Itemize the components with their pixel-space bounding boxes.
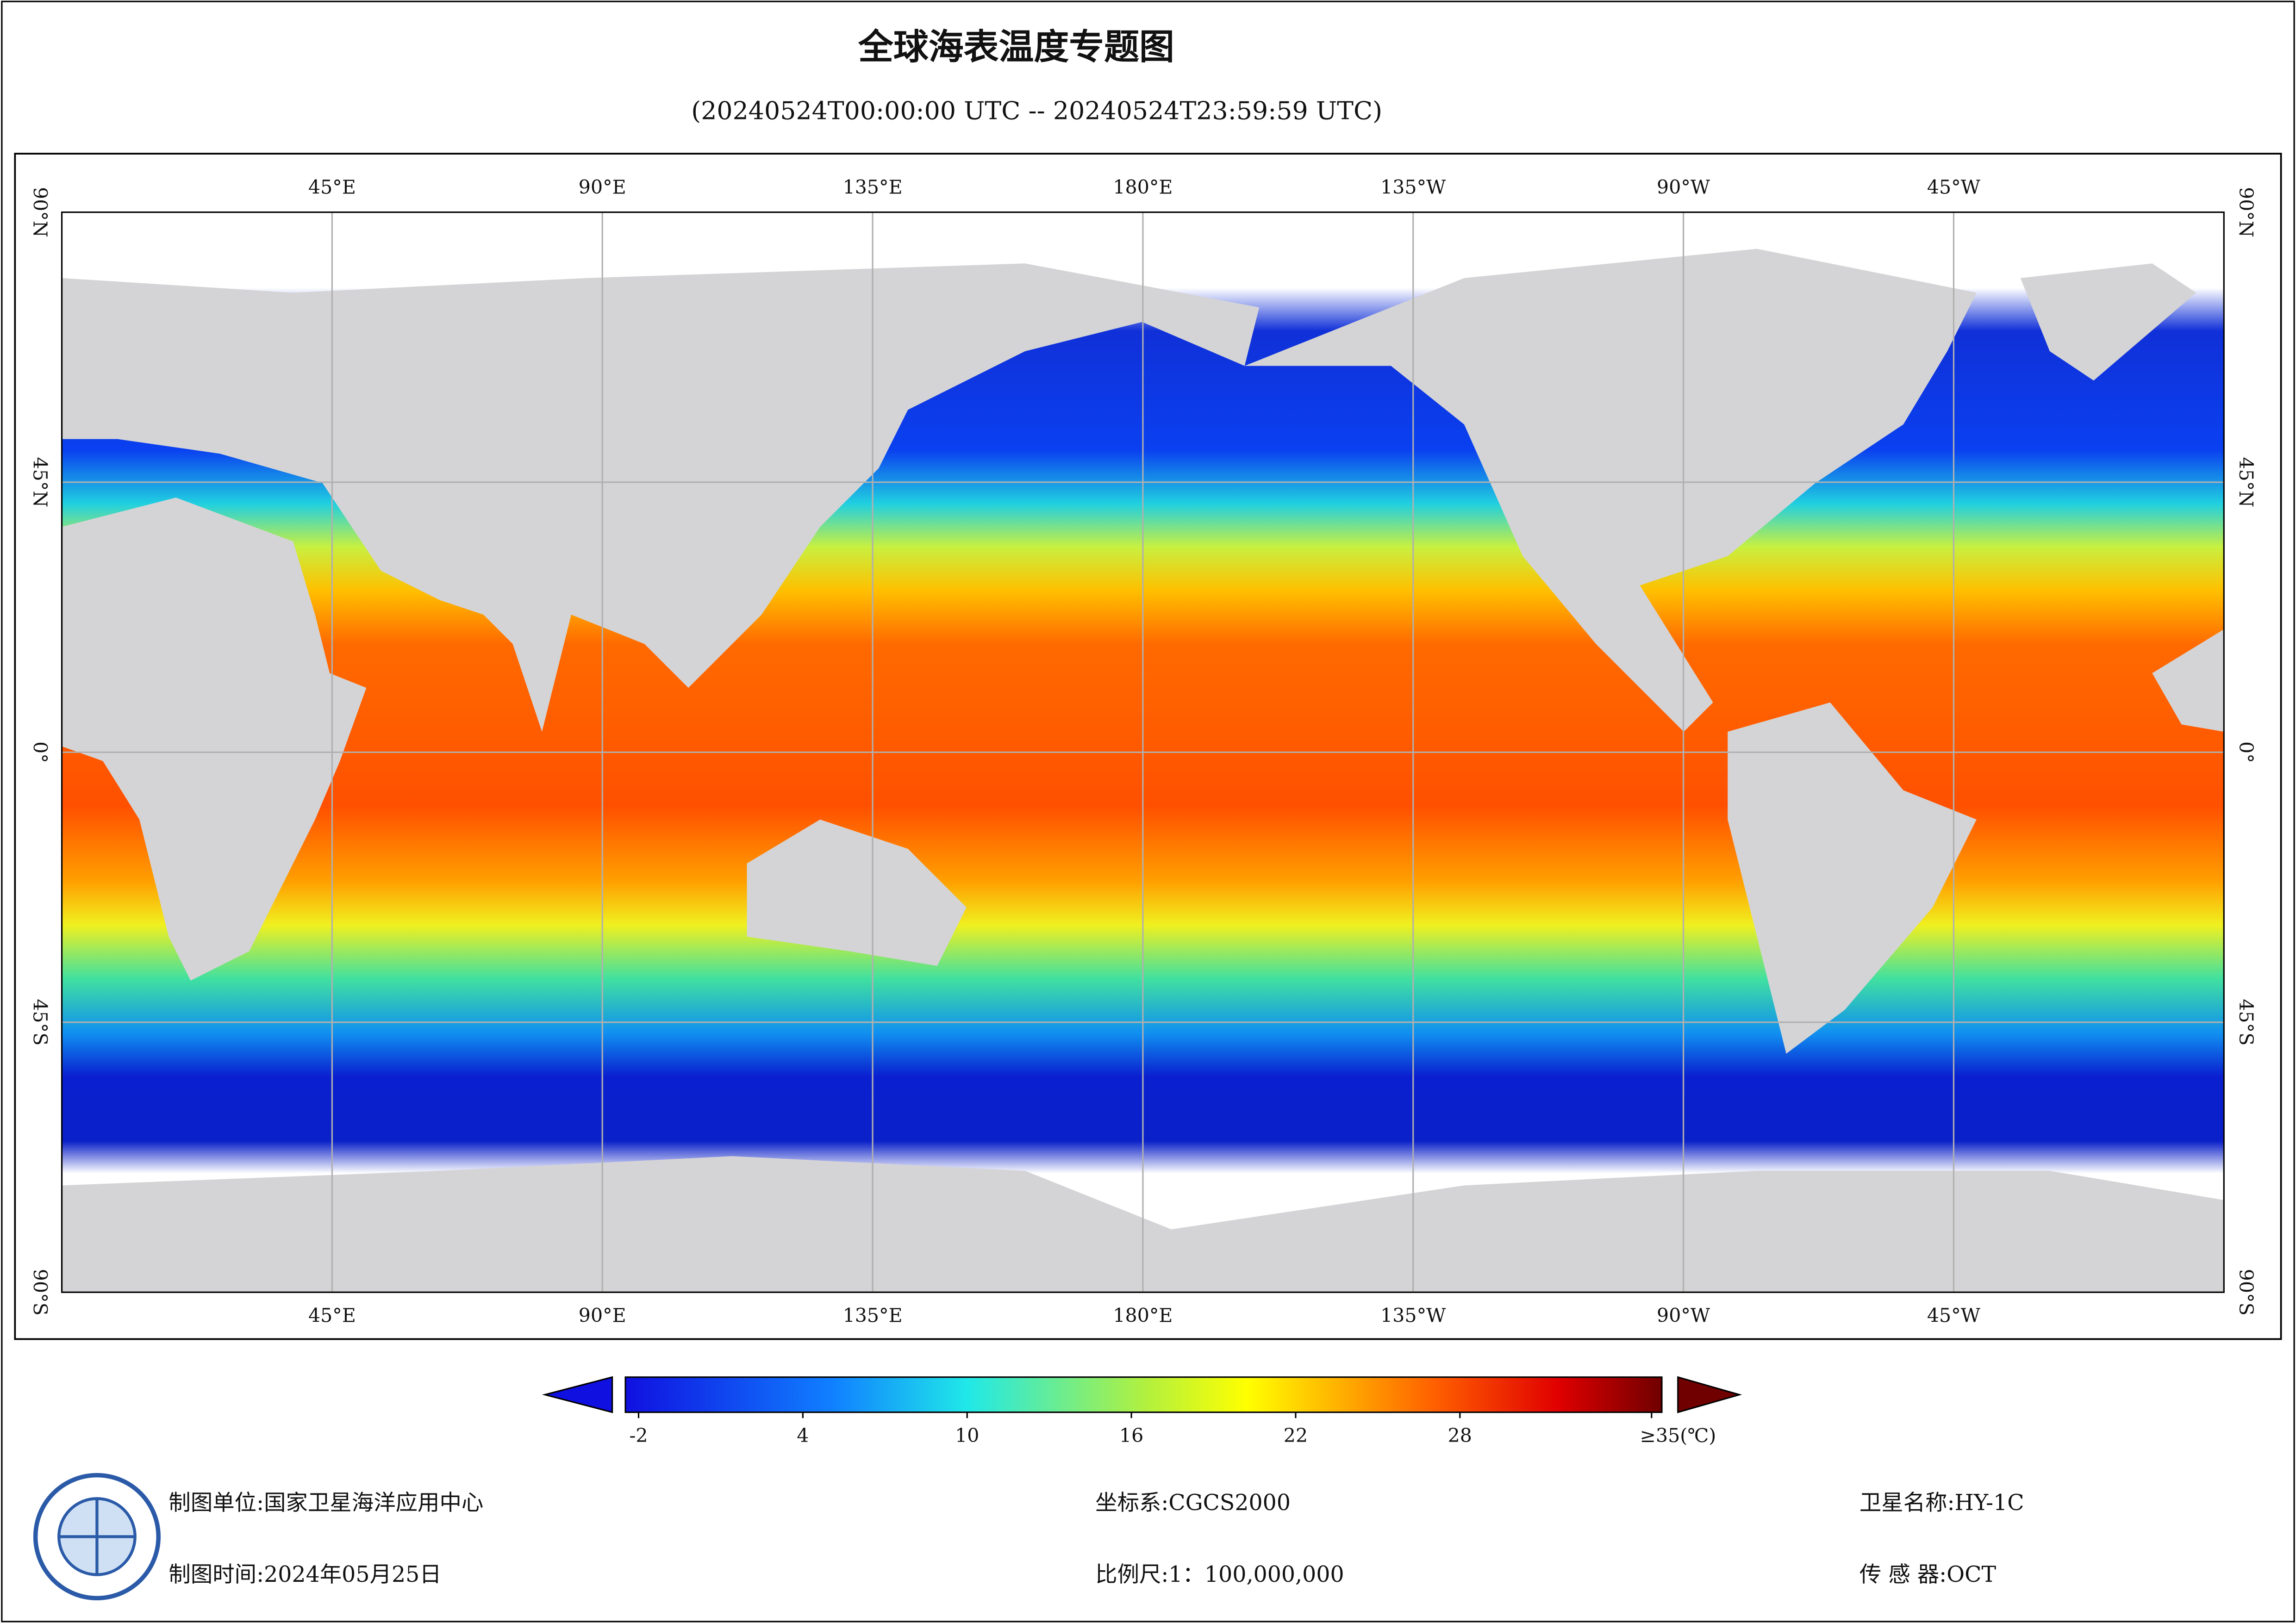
lat-label: 0° (29, 741, 51, 763)
lat-label: 90°S (2235, 1269, 2257, 1316)
footer-value: OCT (1947, 1562, 1996, 1587)
title: 全球海表温度专题图 (858, 26, 1174, 68)
footer-label: 坐标系: (1095, 1490, 1168, 1516)
colorbar-label: 28 (1448, 1424, 1472, 1447)
footer-label: 制图单位: (168, 1490, 264, 1516)
lon-label: 45°W (1927, 1305, 1981, 1327)
lat-label: 45°S (29, 999, 51, 1045)
colorbar-label: 22 (1284, 1424, 1308, 1447)
footer-label: 制图时间: (168, 1562, 264, 1587)
footer-item: 传 感 器:OCT (1859, 1562, 1997, 1587)
subtitle: (20240524T00:00:00 UTC -- 20240524T23:59… (691, 96, 1382, 125)
lon-label: 135°E (843, 176, 903, 198)
footer-label: 比例尺: (1095, 1562, 1168, 1587)
footer-item: 坐标系:CGCS2000 (1095, 1490, 1291, 1516)
lat-label: 90°S (29, 1269, 51, 1316)
footer-item: 比例尺:1：100,000,000 (1095, 1562, 1344, 1587)
colorbar-low-arrow (542, 1376, 613, 1413)
lon-label: 90°E (579, 1305, 626, 1327)
colorbar-label: 10 (955, 1424, 979, 1447)
map-plot (61, 211, 2225, 1293)
lat-label: 90°N (2235, 187, 2257, 237)
lon-label: 45°E (308, 176, 356, 198)
lon-label: 90°E (579, 176, 626, 198)
lat-label: 0° (2235, 741, 2257, 763)
lon-label: 135°E (843, 1305, 903, 1327)
colorbar-label: 16 (1119, 1424, 1143, 1447)
lat-label: 45°N (2235, 457, 2257, 508)
plot-border (61, 211, 2225, 1293)
footer-label: 传 感 器: (1859, 1562, 1947, 1587)
footer-value: 国家卫星海洋应用中心 (264, 1490, 483, 1516)
lat-label: 45°S (2235, 999, 2257, 1045)
footer-label: 卫星名称: (1859, 1490, 1955, 1516)
footer-value: CGCS2000 (1168, 1490, 1291, 1516)
footer-value: HY-1C (1955, 1490, 2024, 1516)
logo (33, 1473, 161, 1600)
lon-label: 180°E (1113, 1305, 1173, 1327)
colorbar-label: 4 (797, 1424, 809, 1447)
lon-label: 135°W (1380, 176, 1446, 198)
footer-value: 2024年05月25日 (264, 1562, 442, 1587)
footer-item: 制图单位:国家卫星海洋应用中心 (168, 1490, 483, 1516)
lat-label: 90°N (29, 187, 51, 237)
footer-value: 1：100,000,000 (1168, 1562, 1344, 1587)
lat-label: 45°N (29, 457, 51, 508)
footer-item: 卫星名称:HY-1C (1859, 1490, 2024, 1516)
colorbar (624, 1376, 1663, 1413)
lon-label: 135°W (1380, 1305, 1446, 1327)
colorbar-label: ≥35(℃) (1640, 1424, 1716, 1447)
lon-label: 45°W (1927, 176, 1981, 198)
lon-label: 90°W (1657, 1305, 1710, 1327)
colorbar-high-arrow (1677, 1376, 1742, 1413)
footer-item: 制图时间:2024年05月25日 (168, 1562, 441, 1587)
map-frame (14, 153, 2282, 1340)
lon-label: 90°W (1657, 176, 1710, 198)
lon-label: 180°E (1113, 176, 1173, 198)
colorbar-label: -2 (629, 1424, 648, 1447)
lon-label: 45°E (308, 1305, 356, 1327)
